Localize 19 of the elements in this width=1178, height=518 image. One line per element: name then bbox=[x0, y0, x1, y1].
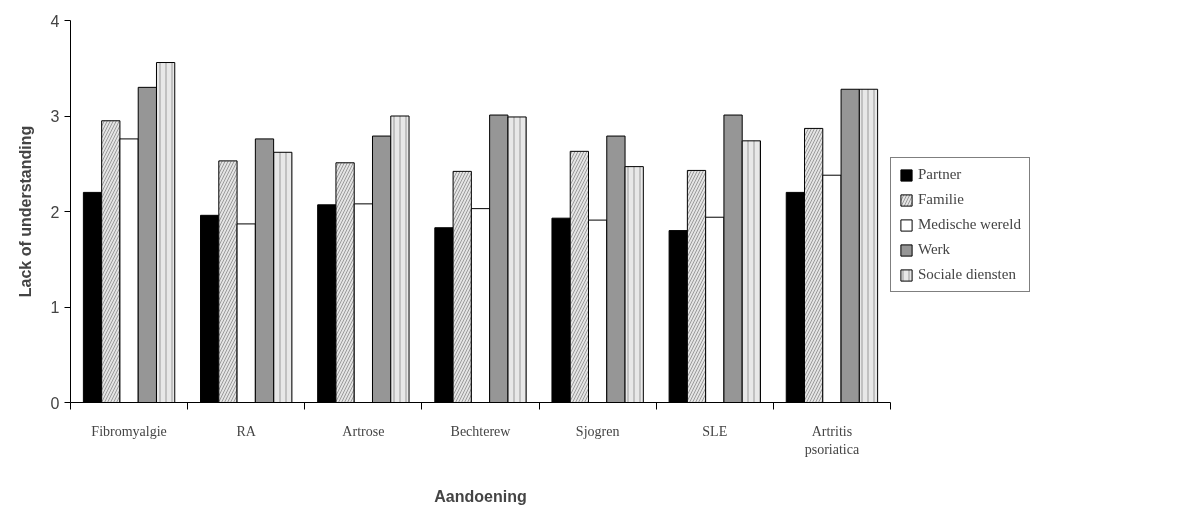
x-axis-title: Aandoening bbox=[434, 487, 527, 505]
y-tick-label: 4 bbox=[50, 12, 60, 30]
y-tick-label: 1 bbox=[50, 299, 60, 316]
x-tick-label: RA bbox=[236, 423, 257, 439]
legend-label: Medische wereld bbox=[918, 216, 1021, 233]
legend-label: Familie bbox=[918, 191, 964, 208]
x-tick-label: Fibromyalgie bbox=[91, 423, 167, 439]
x-tick-label: Artrose bbox=[342, 423, 385, 439]
x-tick-label: SLE bbox=[702, 423, 728, 439]
legend-label: Sociale diensten bbox=[918, 266, 1016, 283]
x-tick-label: Sjogren bbox=[575, 423, 620, 439]
y-tick-label: 3 bbox=[50, 108, 60, 125]
legend-label: Werk bbox=[918, 241, 951, 258]
y-tick-label: 2 bbox=[50, 203, 60, 221]
legend-label: Partner bbox=[918, 166, 962, 183]
x-tick-label: Bechterew bbox=[450, 423, 512, 439]
x-tick-label: Artritis psoriatica bbox=[804, 423, 860, 457]
y-axis-title: Lack of understanding bbox=[16, 125, 34, 298]
y-tick-label: 0 bbox=[50, 394, 60, 412]
